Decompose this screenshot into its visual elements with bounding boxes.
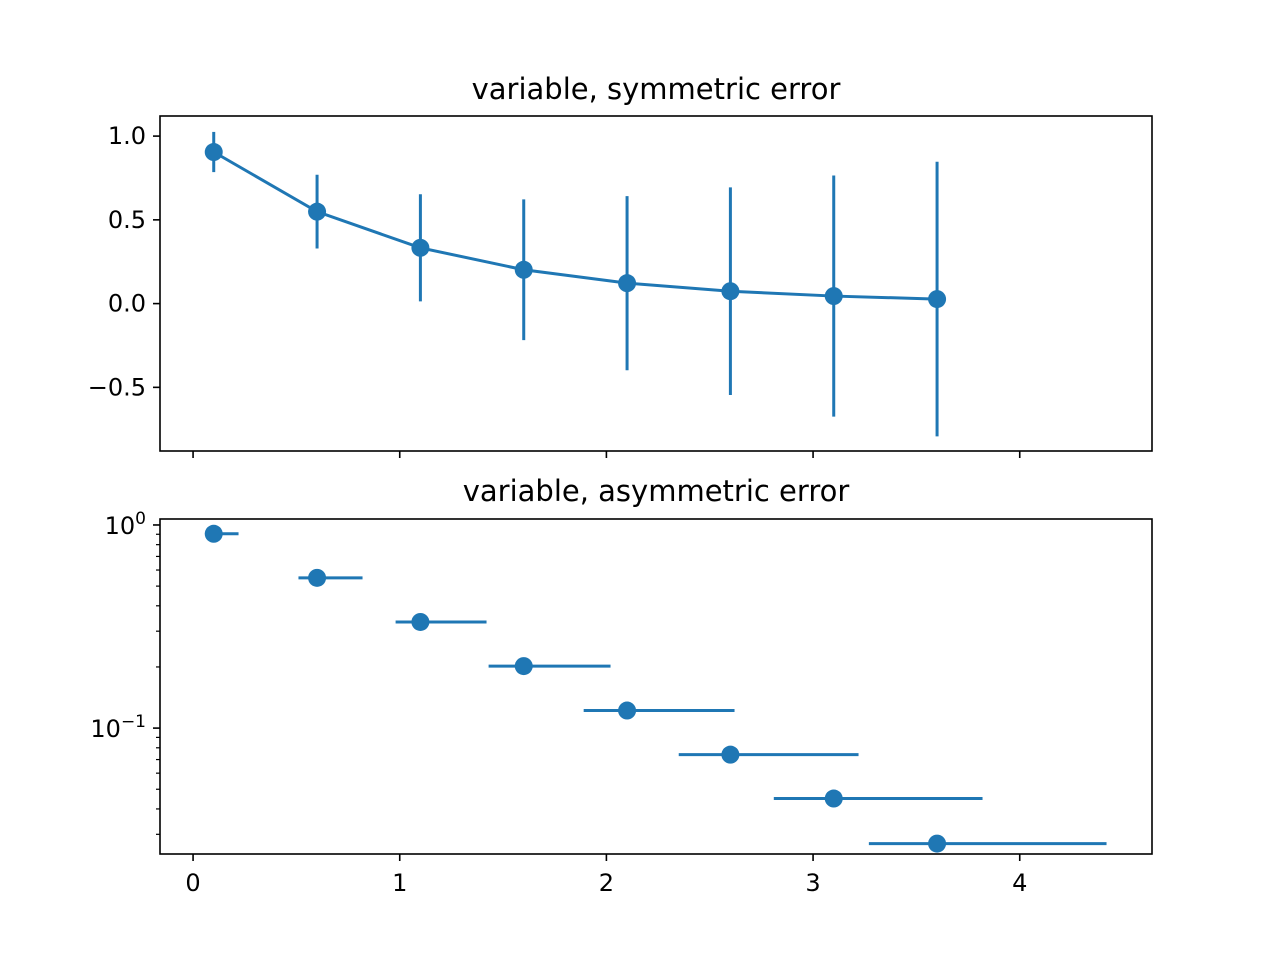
top-plot-frame	[159, 115, 1153, 452]
bottom-chart-marks	[204, 524, 1107, 853]
data-point	[514, 260, 533, 279]
x-tick-label: 3	[805, 869, 820, 897]
data-point	[824, 789, 843, 808]
data-point	[618, 701, 637, 720]
x-tick-label: 0	[185, 869, 200, 897]
series-line	[212, 150, 938, 301]
data-point	[928, 290, 947, 309]
data-point	[204, 143, 223, 162]
y-tick-label: 0.5	[108, 206, 146, 234]
top-chart-marks	[204, 131, 947, 437]
y-tick-label: 1.0	[108, 122, 146, 150]
data-point	[721, 745, 740, 764]
data-point	[308, 568, 327, 587]
x-tick-label: 4	[1012, 869, 1027, 897]
top-chart-axes: −0.5 0.0 0.5 1.0	[88, 122, 1021, 458]
asymmetric-error-panel: variable, asymmetric error 100 10−1 0 1 2 3 4	[90, 474, 1153, 897]
y-tick-label: −0.5	[88, 373, 146, 401]
symmetric-error-panel: variable, symmetric error −0.5 0.0 0.5 1.0	[88, 72, 1153, 458]
data-point	[411, 612, 430, 631]
data-point	[824, 287, 843, 306]
bottom-chart-title: variable, asymmetric error	[463, 474, 850, 508]
x-tick-label: 2	[599, 869, 614, 897]
bottom-chart-axes: 100 10−1 0 1 2 3 4	[90, 509, 1027, 897]
data-point	[411, 238, 430, 257]
data-point	[514, 657, 533, 676]
data-point	[308, 202, 327, 221]
bottom-plot-frame	[159, 518, 1153, 855]
y-tick-label: 10−1	[90, 712, 146, 743]
y-tick-label: 0.0	[108, 290, 146, 318]
y-tick-label: 100	[105, 509, 146, 540]
data-point	[928, 834, 947, 853]
data-point	[204, 524, 223, 543]
data-point	[721, 282, 740, 301]
top-chart-title: variable, symmetric error	[472, 72, 841, 106]
data-point	[618, 274, 637, 293]
x-tick-label: 1	[392, 869, 407, 897]
